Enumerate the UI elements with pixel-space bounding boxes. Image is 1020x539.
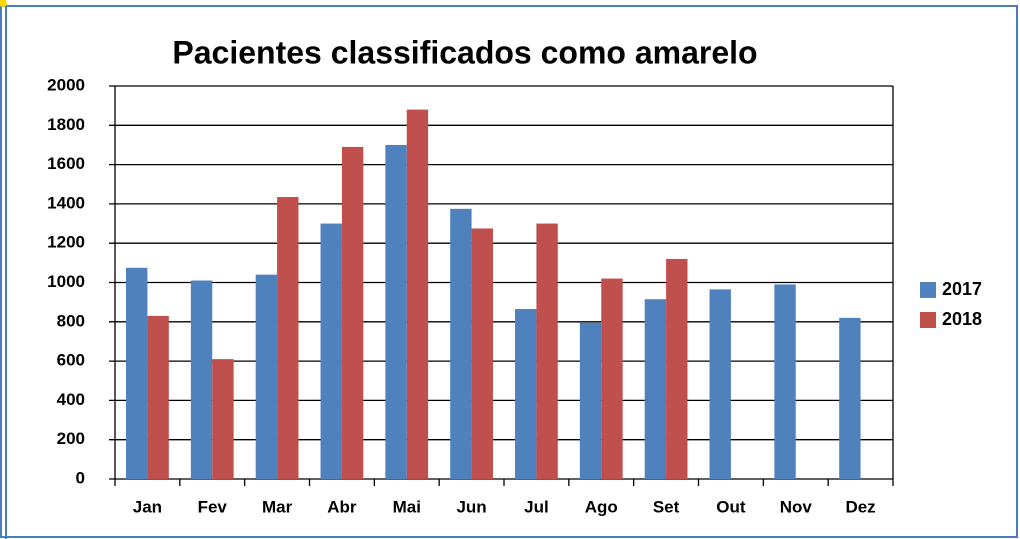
- chart-title: Pacientes classificados como amarelo: [172, 34, 757, 70]
- x-tick-label: Jul: [524, 497, 549, 516]
- y-tick-label: 400: [57, 390, 85, 409]
- bar: [515, 309, 537, 479]
- x-tick-label: Mar: [262, 497, 293, 516]
- x-tick-label: Mai: [393, 497, 421, 516]
- y-tick-label: 200: [57, 429, 85, 448]
- y-tick-label: 2000: [47, 75, 85, 94]
- bar: [147, 315, 169, 479]
- y-tick-label: 1400: [47, 193, 85, 212]
- bar: [212, 359, 234, 479]
- x-tick-label: Dez: [845, 497, 875, 516]
- x-tick-label: Ago: [585, 497, 618, 516]
- x-tick-label: Nov: [780, 497, 813, 516]
- bar: [450, 208, 472, 479]
- bar: [666, 258, 688, 479]
- legend-label: 2017: [942, 279, 982, 299]
- x-tick-label: Abr: [327, 497, 357, 516]
- bar: [536, 223, 558, 479]
- y-tick-label: 1000: [47, 272, 85, 291]
- bar: [255, 274, 278, 479]
- bar: [644, 299, 667, 479]
- bar: [385, 144, 407, 479]
- legend-swatch: [920, 282, 936, 298]
- bar: [601, 278, 623, 479]
- bar: [190, 280, 213, 479]
- bar: [839, 317, 861, 479]
- bar: [709, 289, 731, 479]
- x-tick-label: Set: [653, 497, 680, 516]
- bar: [341, 146, 364, 480]
- legend-label: 2018: [942, 309, 982, 329]
- legend-swatch: [920, 312, 936, 328]
- y-tick-label: 0: [76, 468, 85, 487]
- bar: [406, 109, 429, 479]
- x-tick-label: Jun: [456, 497, 486, 516]
- bar: [774, 284, 796, 479]
- bar: [579, 322, 602, 479]
- x-tick-label: Jan: [133, 497, 162, 516]
- bar: [277, 197, 299, 479]
- x-tick-label: Fev: [198, 497, 228, 516]
- y-tick-label: 600: [57, 351, 85, 370]
- corner-dot: [0, 0, 7, 7]
- y-tick-label: 1600: [47, 154, 85, 173]
- bar: [471, 228, 493, 479]
- y-tick-label: 1200: [47, 233, 85, 252]
- x-tick-label: Out: [716, 497, 746, 516]
- bar: [126, 267, 148, 479]
- y-tick-label: 800: [57, 311, 85, 330]
- bar: [320, 223, 342, 479]
- y-tick-label: 1800: [47, 115, 85, 134]
